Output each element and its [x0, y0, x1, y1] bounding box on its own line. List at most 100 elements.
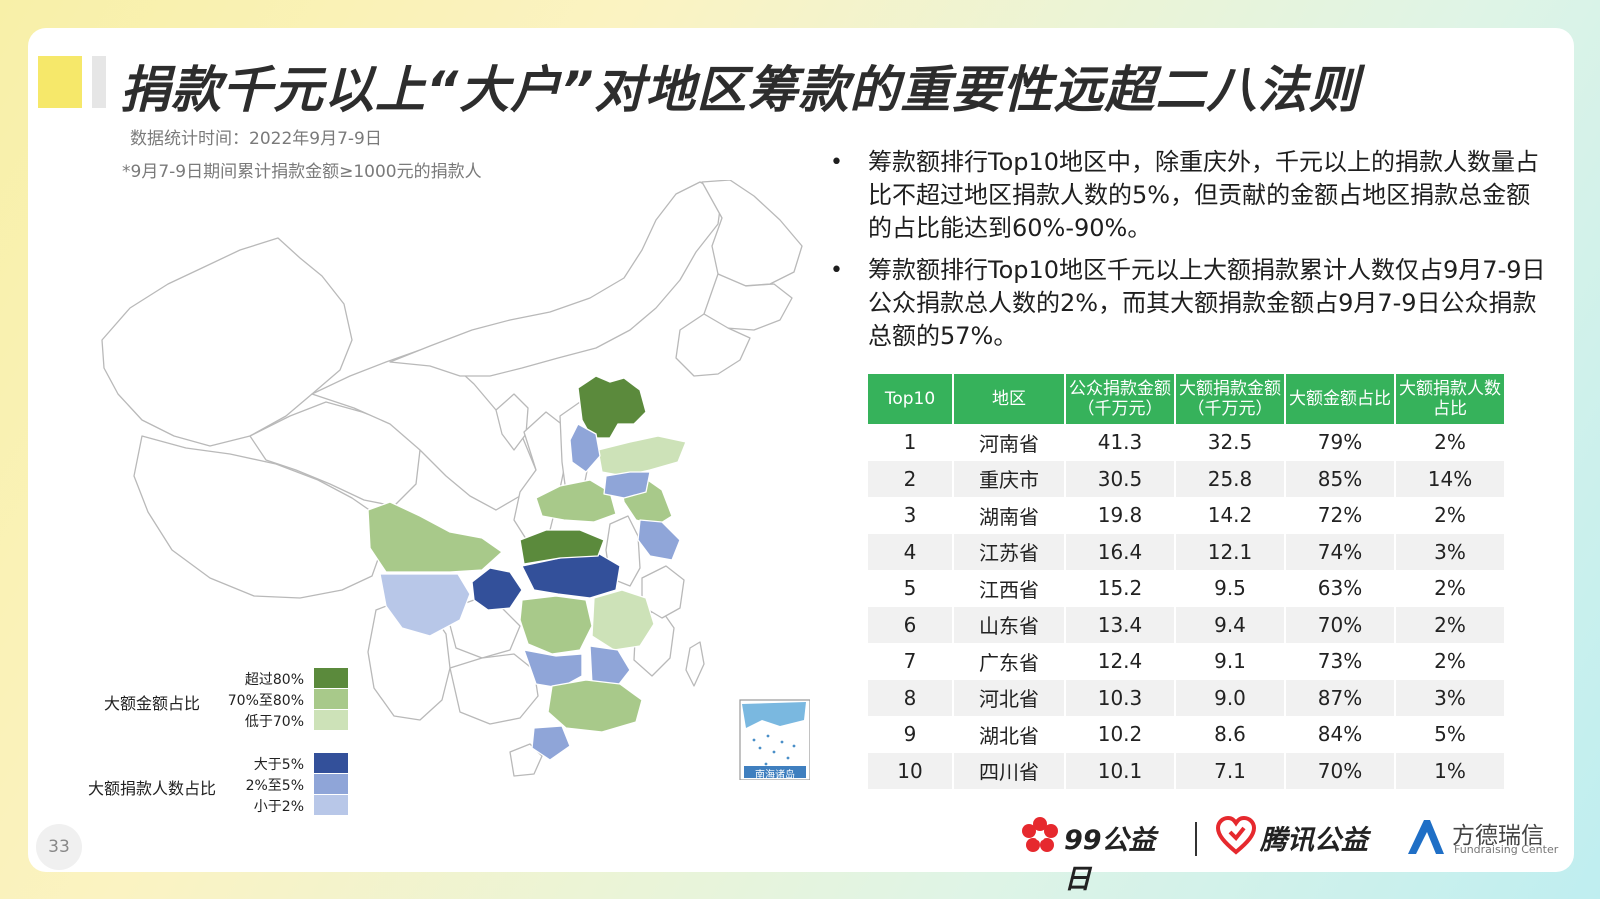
- cell-amount-ratio: 70%: [1286, 752, 1394, 789]
- cell-large-amount: 32.5: [1207, 430, 1253, 455]
- legend-swatch-dark-blue: [314, 753, 348, 773]
- cell-rank: 10: [868, 752, 952, 789]
- cell-amount-ratio: 70%: [1286, 606, 1394, 643]
- legend-swatch-mid-blue: [314, 774, 348, 794]
- cell-region: 山东省: [954, 606, 1064, 643]
- cell-large-amount: 25.8: [1176, 460, 1284, 497]
- province-beijing-tianjin-area: [569, 423, 601, 473]
- province-jiangsu-south: [637, 519, 681, 561]
- logo-99-text: 99公益日: [1064, 825, 1156, 895]
- logo-99-charity-day: 99公益日: [1020, 816, 1170, 895]
- province-hebei: [577, 375, 647, 439]
- table-header-row: Top10 地区 公众捐款金额（千万元） 大额捐款金额（千万元） 大额金额占比 …: [868, 374, 1504, 424]
- top10-table: Top10 地区 公众捐款金额（千万元） 大额捐款金额（千万元） 大额金额占比 …: [866, 374, 1506, 789]
- legend-swatch-light-blue: [314, 795, 348, 815]
- cell-amount-ratio: 63%: [1317, 576, 1363, 601]
- cell-rank: 4: [868, 533, 952, 570]
- legend-people-item-2: 2%至5%: [245, 778, 304, 794]
- logo-fangde: 方德瑞信 Fundraising Center: [1404, 816, 1558, 856]
- province-liaoning: [675, 313, 751, 377]
- cell-rank: 8: [868, 679, 952, 716]
- table-row: 4 江苏省 16.4 12.1 74% 3%: [868, 533, 1504, 570]
- province-sichuan: [367, 501, 503, 573]
- province-chongqing: [471, 567, 523, 611]
- cell-public-amount: 10.2: [1097, 722, 1143, 747]
- fangde-mark-icon: [1408, 820, 1444, 854]
- cell-region: 四川省: [954, 752, 1064, 789]
- province-heilongjiang: [701, 180, 803, 287]
- province-guangdong-west: [531, 725, 571, 761]
- cell-donor-ratio: 2%: [1434, 649, 1466, 674]
- cell-region: 重庆市: [954, 460, 1064, 497]
- table-row: 2 重庆市 30.5 25.8 85% 14%: [868, 460, 1504, 497]
- table-row: 1 河南省 41.3 32.5 79% 2%: [868, 424, 1504, 461]
- title-accent-gray: [92, 56, 106, 108]
- cell-amount-ratio: 74%: [1286, 533, 1394, 570]
- province-guangxi: [449, 653, 539, 725]
- cell-rank: 6: [868, 606, 952, 643]
- definition-note: *9月7-9日期间累计捐款金额≥1000元的捐款人: [122, 162, 482, 182]
- cell-public-amount: 15.2: [1097, 576, 1143, 601]
- cell-rank: 2: [868, 460, 952, 497]
- province-hubei-north: [519, 529, 605, 565]
- legend-people-title: 大额捐款人数占比: [88, 779, 217, 798]
- insight-bullet-1: 筹款额排行Top10地区中，除重庆外，千元以上的捐款人数量占比不超过地区捐款人数…: [826, 146, 1546, 245]
- cell-amount-ratio: 87%: [1286, 679, 1394, 716]
- logo-tencent-charity: 腾讯公益: [1216, 816, 1376, 856]
- cell-region: 河北省: [954, 679, 1064, 716]
- cell-region: 江西省: [979, 577, 1039, 602]
- province-hunan: [519, 595, 593, 655]
- cell-rank: 7: [903, 649, 917, 674]
- table-row: 9 湖北省 10.2 8.6 84% 5%: [868, 716, 1504, 753]
- cell-donor-ratio: 3%: [1396, 533, 1504, 570]
- legend-amount-item-2: 70%至80%: [227, 693, 304, 709]
- cell-public-amount: 30.5: [1066, 460, 1174, 497]
- cell-amount-ratio: 85%: [1286, 460, 1394, 497]
- cell-rank: 9: [903, 722, 917, 747]
- cell-rank: 3: [903, 503, 917, 528]
- province-hainan: [509, 743, 543, 777]
- legend-people-item-3: 小于2%: [253, 799, 304, 815]
- province-shandong-east: [603, 471, 651, 499]
- cell-large-amount: 8.6: [1214, 722, 1246, 747]
- province-taiwan: [685, 641, 705, 687]
- col-header-rank: Top10: [868, 374, 952, 424]
- table-row: 5 江西省 15.2 9.5 63% 2%: [868, 570, 1504, 607]
- cell-public-amount: 19.8: [1097, 503, 1143, 528]
- stat-time-note: 数据统计时间：2022年9月7-9日: [130, 129, 382, 149]
- insight-bullet-2: 筹款额排行Top10地区千元以上大额捐款累计人数仅占9月7-9日公众捐款总人数的…: [826, 254, 1546, 353]
- legend-swatch-light-green: [314, 710, 348, 730]
- province-shandong: [597, 435, 687, 477]
- legend-amount-item-3: 低于70%: [244, 714, 304, 730]
- province-guangdong: [547, 679, 643, 733]
- table-row: 8 河北省 10.3 9.0 87% 3%: [868, 679, 1504, 716]
- cell-large-amount: 9.1: [1214, 649, 1246, 674]
- col-header-public-amount: 公众捐款金额（千万元）: [1066, 374, 1174, 424]
- logo-tencent-text: 腾讯公益: [1260, 825, 1368, 856]
- cell-large-amount: 9.4: [1176, 606, 1284, 643]
- cell-large-amount: 7.1: [1176, 752, 1284, 789]
- province-inner-mongolia: [389, 181, 723, 377]
- cell-donor-ratio: 3%: [1396, 679, 1504, 716]
- cell-rank: 5: [903, 576, 917, 601]
- inset-label: 南海诸岛: [755, 770, 795, 781]
- cell-public-amount: 41.3: [1097, 430, 1143, 455]
- col-header-large-donor-ratio: 大额捐款人数占比: [1396, 374, 1504, 424]
- cell-amount-ratio: 72%: [1317, 503, 1363, 528]
- province-hunan-south: [523, 649, 583, 689]
- province-qinghai: [249, 401, 421, 507]
- cell-donor-ratio: 2%: [1434, 430, 1466, 455]
- col-header-region: 地区: [954, 374, 1064, 424]
- table-row: 10 四川省 10.1 7.1 70% 1%: [868, 752, 1504, 789]
- cell-amount-ratio: 84%: [1317, 722, 1363, 747]
- cell-region: 湖北省: [979, 723, 1039, 748]
- province-xinjiang: [101, 237, 353, 447]
- cell-public-amount: 16.4: [1066, 533, 1174, 570]
- cell-large-amount: 14.2: [1207, 503, 1253, 528]
- page-title: 捐款千元以上“大户”对地区筹款的重要性远超二八法则: [120, 61, 1360, 119]
- table-row: 6 山东省 13.4 9.4 70% 2%: [868, 606, 1504, 643]
- south-china-sea-inset: [739, 699, 810, 780]
- cell-amount-ratio: 73%: [1317, 649, 1363, 674]
- page-number: 33: [36, 824, 82, 870]
- province-tibet: [133, 435, 383, 599]
